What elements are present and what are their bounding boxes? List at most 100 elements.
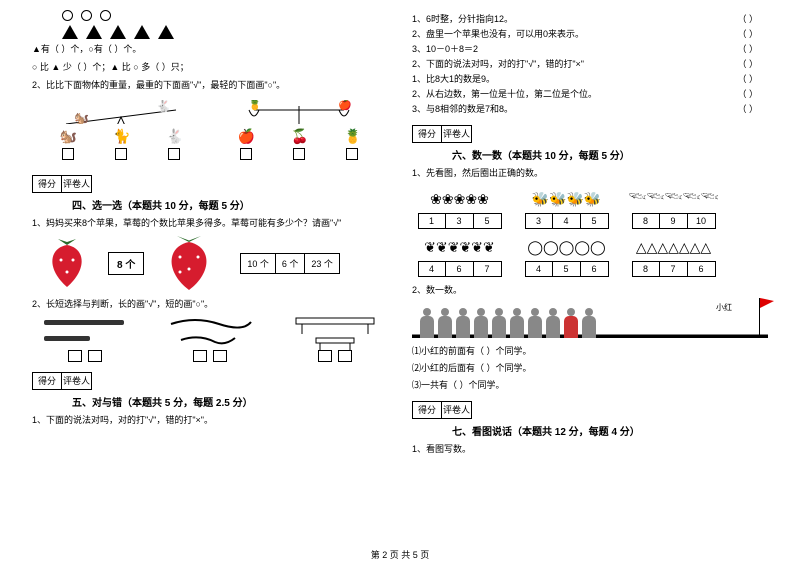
tf2-item: 2、从右边数，第一位是十位，第二位是个位。 （ ）: [412, 87, 768, 100]
answer-box[interactable]: [240, 148, 252, 160]
option-table: 10 个 6 个 23 个: [240, 253, 340, 274]
pencils-icon: [40, 314, 130, 350]
section5-q1: 1、下面的说法对吗，对的打"√"，错的打"×"。: [32, 413, 388, 426]
triangle-icon: [62, 25, 78, 39]
animal-icon: 🐈: [113, 128, 129, 144]
answer-box[interactable]: [293, 148, 305, 160]
num-cell[interactable]: 4: [553, 213, 581, 229]
num-cell[interactable]: 3: [525, 213, 553, 229]
shapes-line1: ▲有（ ）个，○有（ ）个。: [32, 43, 388, 57]
strawberry-icon: [35, 233, 99, 293]
kid-icon: [582, 316, 596, 338]
score-label: 得分: [32, 175, 62, 193]
kids-figure: 小红: [412, 302, 768, 338]
apple-count: 8 个: [108, 252, 144, 275]
num-cell[interactable]: 4: [418, 261, 446, 277]
answer-box[interactable]: [168, 148, 180, 160]
rope-group: [157, 314, 264, 362]
num-cell[interactable]: 6: [688, 261, 716, 277]
paren[interactable]: （ ）: [737, 42, 758, 55]
seesaw-icon: 🐿️ 🐇: [56, 100, 186, 124]
tf2-intro-text: 2、下面的说法对吗，对的打"√"，错的打"×": [412, 57, 584, 70]
opt-cell[interactable]: 10 个: [240, 253, 276, 274]
sub1: ⑴小红的前面有（ ）个同学。: [412, 344, 768, 357]
kid-icon: [420, 316, 434, 338]
bench-icon: [290, 314, 380, 350]
kid-icon: [456, 316, 470, 338]
count-block: 🐝🐝🐝🐝 345: [519, 185, 614, 229]
answer-box[interactable]: [88, 350, 102, 362]
num-cell[interactable]: 6: [446, 261, 474, 277]
kid-icon: [528, 316, 542, 338]
num-cell[interactable]: 7: [660, 261, 688, 277]
answer-box[interactable]: [62, 148, 74, 160]
num-cell[interactable]: 1: [418, 213, 446, 229]
count-block: ❀❀❀❀❀ 135: [412, 185, 507, 229]
fruit-icon: 🍒: [291, 128, 307, 144]
count-block: 𓆝𓆝𓆝𓆝𓆝 8910: [626, 185, 721, 229]
circle-icon: [62, 10, 73, 21]
svg-text:🍍: 🍍: [248, 100, 262, 111]
answer-box[interactable]: [338, 350, 352, 362]
triangle-icon: [110, 25, 126, 39]
answer-box[interactable]: [346, 148, 358, 160]
section4-title: 四、选一选（本题共 10 分，每题 5 分）: [72, 197, 388, 212]
pencil-group: [32, 314, 139, 362]
tf2-item: 1、比8大1的数是9。 （ ）: [412, 72, 768, 85]
section7-title: 七、看图说话（本题共 12 分，每题 4 分）: [452, 423, 768, 438]
leaves-icon: ❦❦❦❦❦❦: [412, 233, 507, 261]
section4-q1: 1、妈妈买来8个苹果，草莓的个数比苹果多得多。草莓可能有多少个？请画"√": [32, 216, 388, 229]
answer-box[interactable]: [193, 350, 207, 362]
section6-q1: 1、先看图，然后圈出正确的数。: [412, 166, 768, 179]
opt-cell[interactable]: 6 个: [276, 253, 306, 274]
section6-q2: 2、数一数。: [412, 283, 768, 296]
num-cell[interactable]: 8: [632, 213, 660, 229]
kid-icon: [546, 316, 560, 338]
paren[interactable]: （ ）: [737, 27, 758, 40]
bench-group: [281, 314, 388, 362]
answer-box[interactable]: [213, 350, 227, 362]
num-cell[interactable]: 6: [581, 261, 609, 277]
reviewer-label: 评卷人: [442, 125, 472, 143]
tf-text: 1、比8大1的数是9。: [412, 72, 495, 85]
num-cell[interactable]: 5: [553, 261, 581, 277]
answer-boxes: [41, 148, 201, 160]
q2-weight: 2、比比下面物体的重量，最重的下面画"√"，最轻的下面画"○"。: [32, 78, 388, 91]
tf2-item: 3、与8相邻的数是7和8。（ ）: [412, 102, 768, 115]
num-cell[interactable]: 5: [474, 213, 502, 229]
answer-box[interactable]: [115, 148, 127, 160]
circle-icon: [81, 10, 92, 21]
paren[interactable]: （ ）: [737, 57, 758, 70]
num-cell[interactable]: 8: [632, 261, 660, 277]
svg-text:🍎: 🍎: [338, 100, 352, 111]
answer-box[interactable]: [318, 350, 332, 362]
paren[interactable]: （ ）: [737, 87, 758, 100]
left-column: ▲有（ ）个，○有（ ）个。 ○ 比 ▲ 少（ ）个；▲ 比 ○ 多（ ）只； …: [20, 10, 400, 565]
balance-right: 🍍 🍎 🍎 🍒 🍍: [219, 100, 379, 160]
triangle-icon: [134, 25, 150, 39]
xiaohong-label: 小红: [716, 302, 732, 313]
paren[interactable]: （ ）: [737, 72, 758, 85]
kid-icon: [492, 316, 506, 338]
opt-cell[interactable]: 23 个: [305, 253, 340, 274]
tf-item: 2、盘里一个苹果也没有，可以用0来表示。（ ）: [412, 27, 768, 40]
shapes-line2: ○ 比 ▲ 少（ ）个；▲ 比 ○ 多（ ）只；: [32, 61, 388, 75]
num-cell[interactable]: 7: [474, 261, 502, 277]
reviewer-label: 评卷人: [62, 175, 92, 193]
bugs-icon: 🐝🐝🐝🐝: [519, 185, 614, 213]
num-cell[interactable]: 4: [525, 261, 553, 277]
paren[interactable]: （ ）: [737, 12, 758, 25]
tf-text: 3、10－0＋8＝2: [412, 42, 478, 55]
fruit-icon: 🍍: [344, 128, 360, 144]
tf-text: 2、从右边数，第一位是十位，第二位是个位。: [412, 87, 597, 100]
answer-box[interactable]: [68, 350, 82, 362]
num-cell[interactable]: 3: [446, 213, 474, 229]
score-label: 得分: [32, 372, 62, 390]
balance-figure: 🐿️ 🐇 🐿️ 🐈 🐇 🍍 🍎: [32, 95, 388, 165]
num-cell[interactable]: 5: [581, 213, 609, 229]
num-cell[interactable]: 10: [688, 213, 716, 229]
strawberry-icon: [146, 233, 232, 293]
num-cell[interactable]: 9: [660, 213, 688, 229]
section6-title: 六、数一数（本题共 10 分，每题 5 分）: [452, 147, 768, 162]
paren[interactable]: （ ）: [737, 102, 758, 115]
